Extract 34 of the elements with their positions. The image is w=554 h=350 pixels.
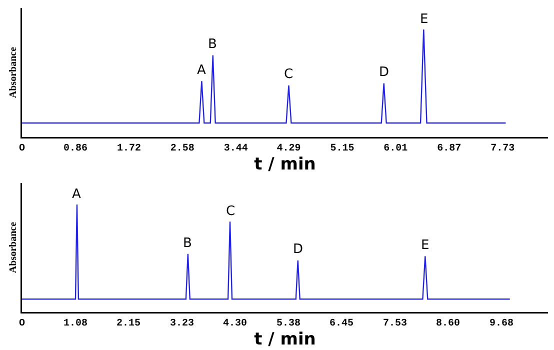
x-tick-label: 8.60 [436,318,460,330]
x-tick-label: 2.58 [170,144,194,154]
x-tick-label: 9.68 [489,318,514,330]
annotation: A [197,63,206,78]
annotation: C [284,67,294,82]
x-tick-label: 6.45 [329,318,354,330]
x-tick-label: 3.44 [224,144,248,154]
annotation: C [226,204,236,219]
annotation: E [420,12,428,27]
x-tick-label: 1.72 [116,144,141,154]
x-tick-label: 5.38 [276,318,300,330]
annotation: B [208,37,217,52]
x-tick-label: 0.86 [63,144,88,154]
x-tick-label: 6.01 [384,144,408,154]
annotation: B [183,236,192,251]
x-tick-label: 3.23 [170,318,194,330]
x-tick-label: 4.30 [222,318,247,330]
x-tick-label: 2.15 [116,318,140,330]
annotation: D [379,65,390,80]
y-axis-title: Absorbance [8,221,19,274]
x-tick-label: 7.73 [490,144,515,154]
x-tick-label: 5.15 [330,144,354,154]
annotation: E [421,238,430,253]
x-tick-label: O [18,144,26,154]
x-axis-title: t / min [254,330,316,350]
x-tick-label: 7.53 [382,318,407,330]
x-tick-label: 4.29 [276,144,301,154]
x-tick-label: 1.08 [63,318,88,330]
x-tick-label: O [18,318,26,330]
annotation: A [72,187,81,202]
y-axis-title: Absorbance [8,46,19,98]
x-axis-title: t / min [254,154,316,174]
annotation: D [293,242,304,257]
x-tick-label: 6.87 [437,144,462,154]
